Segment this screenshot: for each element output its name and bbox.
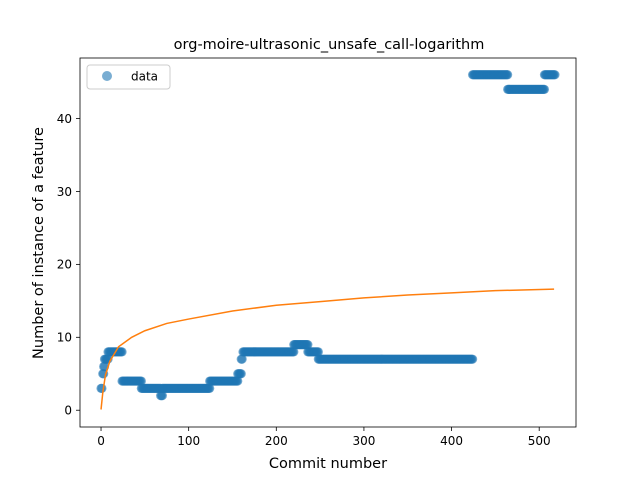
data-point [233,376,243,386]
chart-title: org-moire-ultrasonic_unsafe_call-logarit… [174,37,485,53]
data-point [136,376,146,386]
x-axis-ticks: 0 100 200 300 400 500 [97,427,551,448]
data-point [289,347,299,357]
x-tick-label: 300 [352,434,375,448]
y-tick-label: 30 [57,185,72,199]
plot-area [96,70,560,410]
data-point [303,339,313,350]
legend-box [86,64,171,90]
data-series [96,70,560,401]
y-axis-ticks: 0 10 20 30 40 [57,112,80,418]
x-axis-label: Commit number [269,456,387,472]
legend: data [86,64,171,90]
data-point [97,383,107,393]
fit-line [100,288,555,410]
data-point [117,347,127,357]
x-tick-label: 500 [528,434,551,448]
y-axis-label: Number of instance of a feature [31,127,47,359]
y-tick-label: 0 [64,404,72,418]
y-tick-label: 10 [57,331,72,345]
legend-label: data [131,70,158,84]
data-point [313,347,323,357]
x-tick-label: 400 [440,434,463,448]
data-point [539,84,550,94]
axes-frame [79,57,577,428]
x-tick-label: 100 [177,434,200,448]
x-tick-label: 0 [97,434,105,448]
y-tick-label: 40 [57,112,72,126]
data-point [467,354,478,364]
data-point [503,70,513,80]
legend-marker [102,71,112,81]
y-tick-label: 20 [57,258,72,272]
x-tick-label: 200 [265,434,288,448]
data-point [550,70,560,80]
data-point [236,369,246,379]
data-point [205,383,215,393]
data-point [237,354,247,364]
data-point [157,391,167,401]
